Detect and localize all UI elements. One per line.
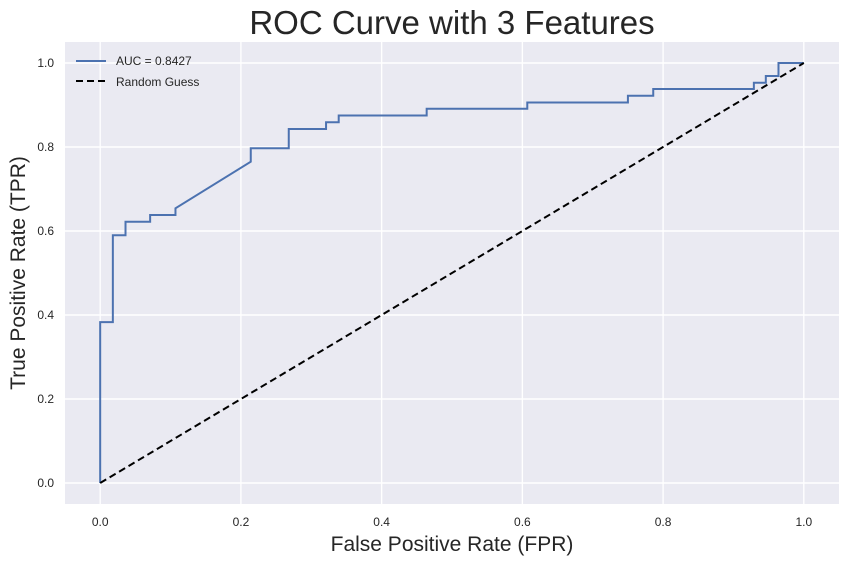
x-tick-label: 0.0	[92, 515, 109, 529]
x-axis-label: False Positive Rate (FPR)	[331, 533, 574, 556]
y-tick-label: 0.8	[37, 140, 54, 154]
legend-label-auc: AUC = 0.8427	[116, 54, 192, 68]
y-tick-label: 0.2	[37, 392, 54, 406]
roc-curve-line	[99, 62, 804, 483]
x-tick-label: 1.0	[795, 515, 812, 529]
legend-label-random-guess: Random Guess	[116, 75, 199, 89]
chart-title: ROC Curve with 3 Features	[249, 4, 654, 41]
grid-lines	[65, 42, 839, 504]
x-tick-label: 0.8	[655, 515, 672, 529]
y-tick-label: 0.4	[37, 308, 54, 322]
tick-labels: 0.0 0.2 0.4 0.6 0.8 1.0 0.0 0.2 0.4 0.6 0.8 1.0	[37, 56, 812, 529]
series-lines	[99, 62, 805, 484]
random-guess-line	[99, 62, 805, 484]
legend: AUC = 0.8427 Random Guess	[76, 54, 199, 89]
y-tick-label: 1.0	[37, 56, 54, 70]
y-tick-label: 0.6	[37, 224, 54, 238]
x-tick-label: 0.2	[233, 515, 250, 529]
x-tick-label: 0.4	[373, 515, 390, 529]
y-tick-label: 0.0	[37, 476, 54, 490]
y-axis-label: True Positive Rate (TPR)	[7, 156, 30, 390]
x-tick-label: 0.6	[514, 515, 531, 529]
